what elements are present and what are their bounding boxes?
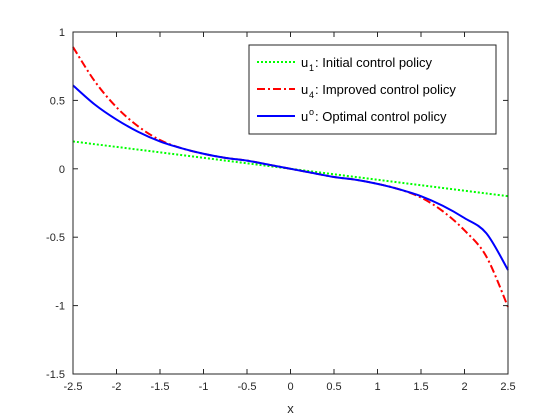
- legend-label: : Initial control policy: [315, 55, 433, 70]
- x-axis-title: x: [287, 401, 294, 416]
- legend-subscript: 4: [309, 90, 314, 100]
- x-tick-label: 1: [374, 381, 380, 393]
- x-tick-label: 0: [287, 381, 293, 393]
- y-tick-label: -0.5: [46, 232, 65, 244]
- x-tick-label: -2: [112, 381, 122, 393]
- legend-label: : Optimal control policy: [315, 109, 447, 124]
- x-tick-label: 1.5: [413, 381, 428, 393]
- legend-symbol: u: [301, 109, 308, 124]
- x-tick-label: -1: [199, 381, 209, 393]
- y-tick-label: -1: [55, 301, 65, 313]
- legend-symbol: u: [301, 55, 308, 70]
- legend-symbol: u: [301, 82, 308, 97]
- x-tick-label: 2.5: [500, 381, 515, 393]
- x-tick-label: 2: [461, 381, 467, 393]
- y-tick-label: 0.5: [50, 95, 65, 107]
- x-tick-label: -2.5: [64, 381, 83, 393]
- legend-superscript: o: [309, 107, 314, 117]
- x-tick-label: -1.5: [151, 381, 170, 393]
- legend-subscript: 1: [309, 63, 314, 73]
- x-tick-label: -0.5: [238, 381, 257, 393]
- x-tick-label: 0.5: [326, 381, 341, 393]
- y-tick-label: 1: [59, 27, 65, 39]
- y-tick-label: 0: [59, 164, 65, 176]
- y-tick-label: -1.5: [46, 369, 65, 381]
- legend-label: : Improved control policy: [315, 82, 456, 97]
